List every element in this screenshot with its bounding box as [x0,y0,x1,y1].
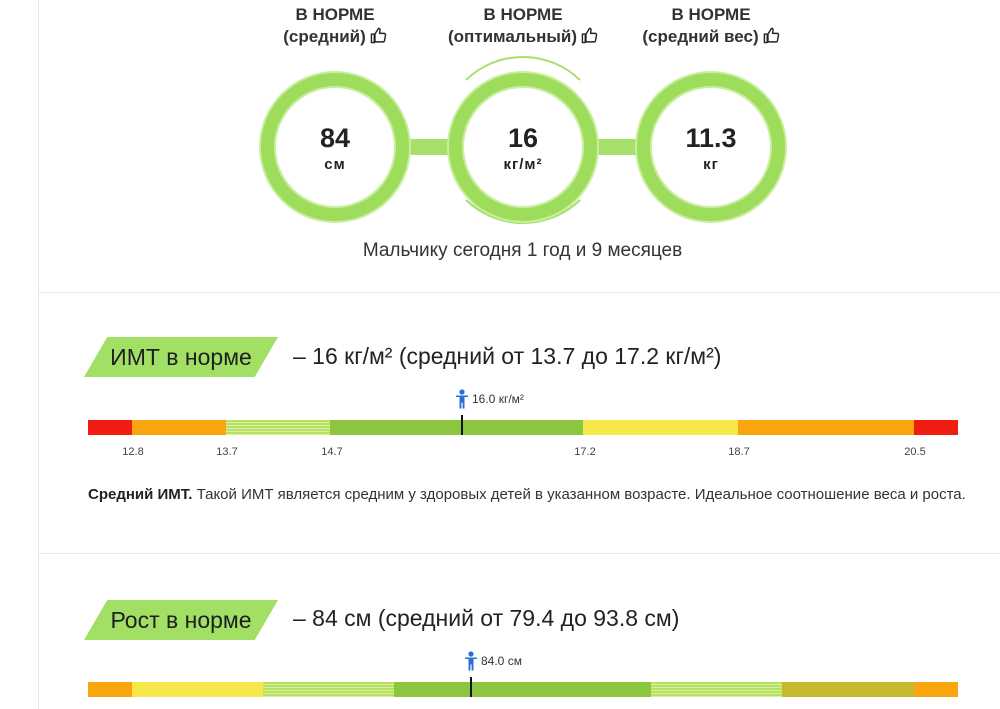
height-section-tag: Рост в норме [84,600,278,640]
bmi-marker [461,415,463,435]
bmi-tick: 17.2 [574,446,596,458]
weight-ring: 11.3 кг [637,73,785,221]
scale-segment-high-red [914,420,958,435]
scale-segment-green [394,682,651,697]
height-value: 84 [319,122,351,153]
metric-qualifier: (средний вес) [642,27,759,46]
bmi-value: 16 [507,122,539,153]
bmi-scale [88,420,958,435]
highlight-arcs [465,56,581,224]
section-divider [38,553,1000,554]
height-unit: см [324,155,346,173]
height-summary: – 84 см (средний от 79.4 до 93.8 см) [293,605,680,631]
scale-segment-green [330,420,583,435]
bmi-marker-value: 16.0 кг/м² [472,392,524,406]
bmi-desc-text: Такой ИМТ является средним у здоровых де… [192,486,966,503]
bmi-marker-label: 16.0 кг/м² [455,389,524,409]
ring-connector [588,139,648,155]
scale-segment-olive [782,682,914,697]
ring-connector [400,139,460,155]
height-ring: 84 см [261,73,409,221]
child-icon [456,389,468,409]
bmi-tick: 20.5 [904,446,926,458]
height-marker-label: 84.0 см [464,651,522,671]
metric-qualifier: (средний) [283,27,366,46]
height-marker-value: 84.0 см [481,654,522,668]
scale-segment-yellow [583,420,738,435]
metric-status-weight: НОРМА В НОРМЕ (средний вес) [616,4,806,48]
height-marker [470,677,472,697]
scale-segment-light-green [226,420,330,435]
scale-segment-low-orange [132,420,226,435]
metric-status-bmi: НОРМА В НОРМЕ (оптимальный) [428,4,618,48]
bmi-desc-bold: Средний ИМТ. [88,486,193,503]
bmi-tag-label: ИМТ в норме [110,343,252,370]
metric-status-height: НОРМА В НОРМЕ (средний) [240,4,430,48]
section-divider [38,292,1000,293]
bmi-description: Средний ИМТ. Такой ИМТ является средним … [88,484,968,506]
bmi-unit: кг/м² [503,155,543,173]
metric-status-text: В НОРМЕ [295,5,375,24]
thumbs-up-icon [370,27,387,44]
bmi-section-tag: ИМТ в норме [84,337,278,377]
bmi-tick: 14.7 [321,446,343,458]
content-left-border [38,0,39,709]
height-scale [88,682,958,697]
scale-segment-low-red [88,420,132,435]
scale-segment-high-orange [914,682,958,697]
bmi-tick: 12.8 [122,446,144,458]
scale-segment-high-orange [738,420,914,435]
height-tag-label: Рост в норме [110,606,252,633]
bmi-summary: – 16 кг/м² (средний от 13.7 до 17.2 кг/м… [293,343,722,369]
age-text: Мальчику сегодня 1 год и 9 месяцев [362,240,683,261]
scale-segment-yellow [132,682,263,697]
scale-segment-low-orange [88,682,132,697]
bmi-ring: 16 кг/м² [449,73,597,221]
metrics-panel: НОРМА В НОРМЕ (средний) НОРМА В НОРМЕ (о… [0,0,1000,290]
weight-value: 11.3 [685,122,737,153]
scale-segment-light-green-2 [651,682,782,697]
metric-status-text: В НОРМЕ [671,5,751,24]
thumbs-up-icon [581,27,598,44]
bmi-tick: 18.7 [728,446,750,458]
scale-segment-light-green [263,682,394,697]
metric-qualifier: (оптимальный) [447,27,578,46]
bmi-tick: 13.7 [216,446,238,458]
weight-unit: кг [703,155,719,173]
metric-status-text: В НОРМЕ [483,5,563,24]
thumbs-up-icon [763,27,779,44]
child-icon [465,651,477,671]
